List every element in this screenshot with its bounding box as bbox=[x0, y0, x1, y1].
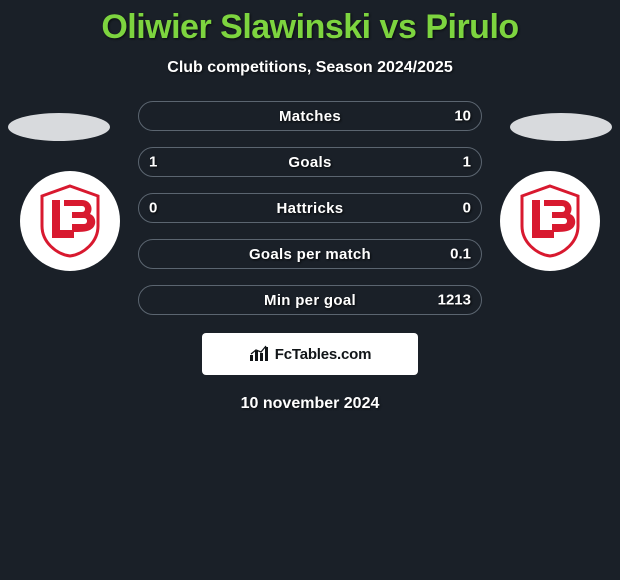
stat-right-value: 0.1 bbox=[450, 246, 471, 263]
left-ellipse bbox=[8, 113, 110, 141]
stat-right-value: 10 bbox=[454, 108, 471, 125]
stat-right-value: 1213 bbox=[438, 292, 471, 309]
attribution-text: FcTables.com bbox=[275, 346, 372, 363]
subtitle: Club competitions, Season 2024/2025 bbox=[0, 59, 620, 77]
stat-right-value: 0 bbox=[463, 200, 471, 217]
stat-right-value: 1 bbox=[463, 154, 471, 171]
stat-row: 0 Hattricks 0 bbox=[138, 193, 482, 223]
stat-row: 1 Goals 1 bbox=[138, 147, 482, 177]
date-text: 10 november 2024 bbox=[0, 395, 620, 413]
stat-row: Matches 10 bbox=[138, 101, 482, 131]
right-ellipse bbox=[510, 113, 612, 141]
bars-icon bbox=[249, 345, 271, 363]
left-team-badge bbox=[20, 171, 120, 271]
lks-badge-icon bbox=[514, 182, 586, 260]
stat-left-value: 1 bbox=[149, 154, 157, 171]
lks-badge-icon bbox=[34, 182, 106, 260]
stat-label: Hattricks bbox=[277, 200, 344, 217]
page-title: Oliwier Slawinski vs Pirulo bbox=[0, 0, 620, 47]
stat-label: Goals per match bbox=[249, 246, 371, 263]
stat-label: Min per goal bbox=[264, 292, 356, 309]
stat-label: Matches bbox=[279, 108, 341, 125]
stat-left-value: 0 bbox=[149, 200, 157, 217]
stat-row: Goals per match 0.1 bbox=[138, 239, 482, 269]
stat-row: Min per goal 1213 bbox=[138, 285, 482, 315]
stat-rows: Matches 10 1 Goals 1 0 Hattricks 0 Goals… bbox=[138, 101, 482, 315]
stat-label: Goals bbox=[288, 154, 331, 171]
comparison-container: Matches 10 1 Goals 1 0 Hattricks 0 Goals… bbox=[0, 101, 620, 413]
right-team-badge bbox=[500, 171, 600, 271]
attribution-box: FcTables.com bbox=[202, 333, 418, 375]
